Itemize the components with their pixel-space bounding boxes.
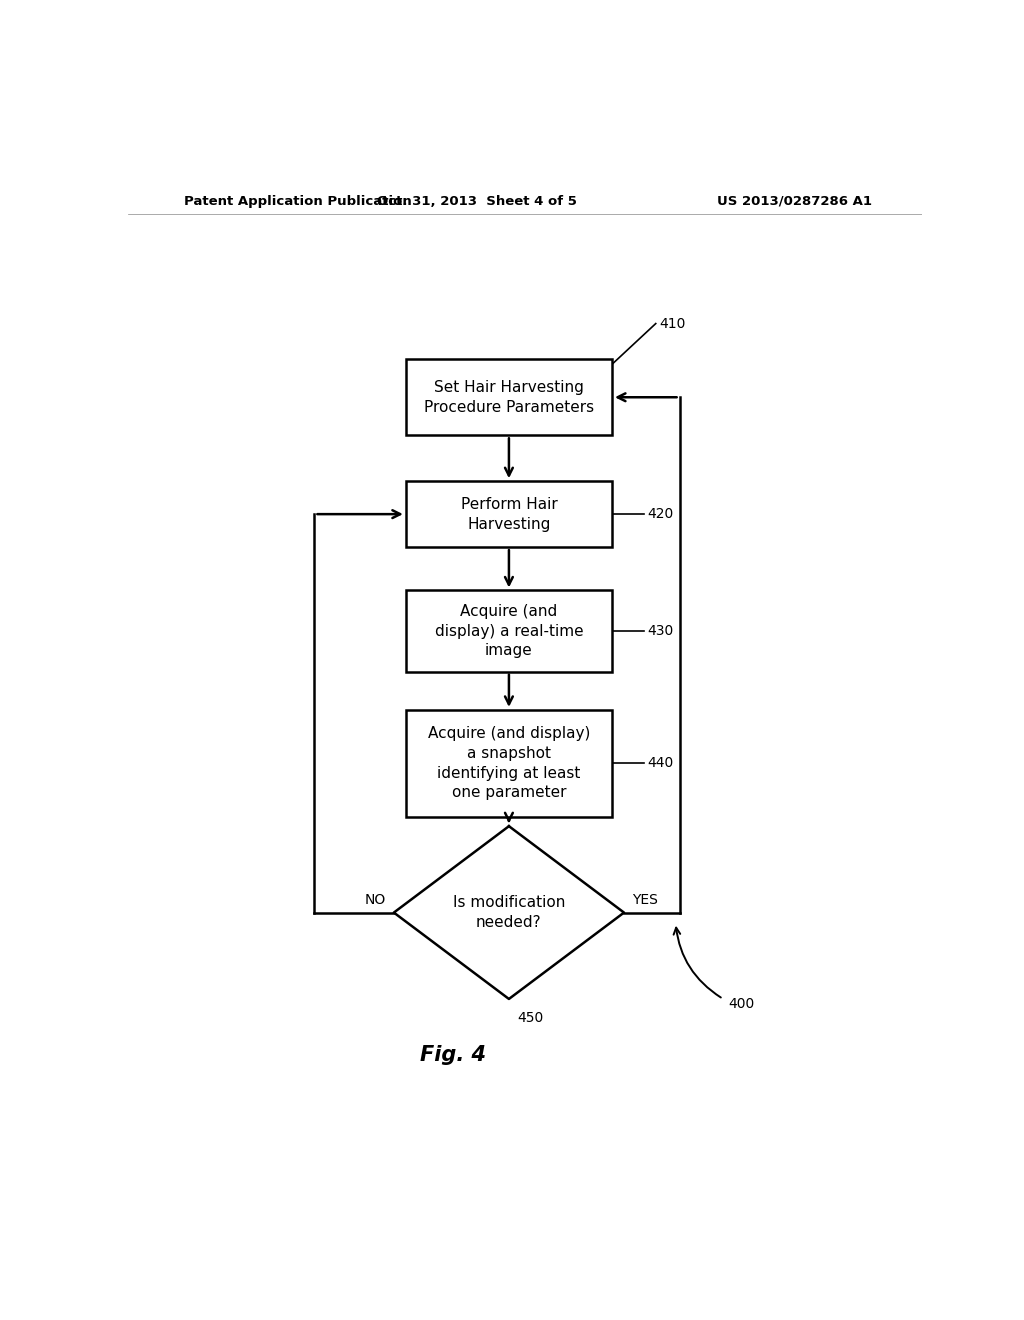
Text: Patent Application Publication: Patent Application Publication [183, 194, 412, 207]
Text: 410: 410 [659, 317, 686, 330]
Text: 450: 450 [517, 1011, 543, 1026]
FancyBboxPatch shape [406, 710, 612, 817]
Text: Set Hair Harvesting
Procedure Parameters: Set Hair Harvesting Procedure Parameters [424, 380, 594, 414]
Text: 420: 420 [648, 507, 674, 521]
Text: 440: 440 [648, 756, 674, 770]
Text: Acquire (and display)
a snapshot
identifying at least
one parameter: Acquire (and display) a snapshot identif… [428, 726, 590, 800]
FancyBboxPatch shape [406, 359, 612, 436]
Text: Oct. 31, 2013  Sheet 4 of 5: Oct. 31, 2013 Sheet 4 of 5 [377, 194, 578, 207]
Text: YES: YES [632, 894, 657, 907]
Text: 400: 400 [729, 997, 755, 1011]
Text: Acquire (and
display) a real-time
image: Acquire (and display) a real-time image [434, 603, 584, 659]
Text: US 2013/0287286 A1: US 2013/0287286 A1 [717, 194, 872, 207]
Text: Fig. 4: Fig. 4 [421, 1045, 486, 1065]
Text: 430: 430 [648, 624, 674, 638]
FancyBboxPatch shape [406, 480, 612, 548]
Text: Perform Hair
Harvesting: Perform Hair Harvesting [461, 496, 557, 532]
FancyBboxPatch shape [406, 590, 612, 672]
Text: NO: NO [365, 894, 386, 907]
Text: Is modification
needed?: Is modification needed? [453, 895, 565, 931]
